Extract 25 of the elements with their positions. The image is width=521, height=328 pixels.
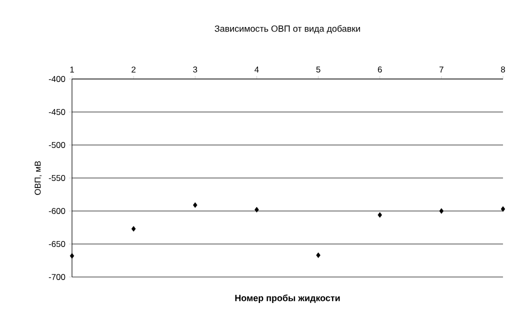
y-tick-label: -700 bbox=[48, 274, 66, 280]
point bbox=[378, 212, 382, 218]
point bbox=[70, 253, 74, 259]
point bbox=[439, 208, 444, 214]
point bbox=[500, 206, 506, 212]
point bbox=[131, 226, 136, 232]
x-tick-label: 8 bbox=[501, 66, 505, 72]
x-tick-label: 2 bbox=[132, 66, 136, 72]
point bbox=[193, 202, 198, 208]
point bbox=[254, 206, 259, 212]
y-tick-label: -550 bbox=[48, 175, 66, 181]
x-tick-label: 5 bbox=[316, 66, 320, 72]
x-tick-label: 3 bbox=[193, 66, 198, 72]
y-tick-label: -600 bbox=[48, 208, 66, 214]
chart-title: Зависимость ОВП от вида добавки bbox=[214, 25, 360, 34]
x-axis-title: Номер пробы жидкости bbox=[235, 294, 340, 303]
x-tick-label: 7 bbox=[440, 66, 444, 72]
x-tick-label: 1 bbox=[70, 66, 74, 72]
y-tick-label: -400 bbox=[48, 76, 66, 82]
x-tick-label: 4 bbox=[254, 66, 259, 72]
y-tick-label: -500 bbox=[48, 142, 66, 148]
y-axis-title: ОВП, мВ bbox=[34, 161, 42, 195]
y-tick-label: -450 bbox=[48, 109, 66, 115]
y-tick-label: -650 bbox=[48, 241, 66, 247]
x-tick-label: 6 bbox=[378, 66, 382, 72]
